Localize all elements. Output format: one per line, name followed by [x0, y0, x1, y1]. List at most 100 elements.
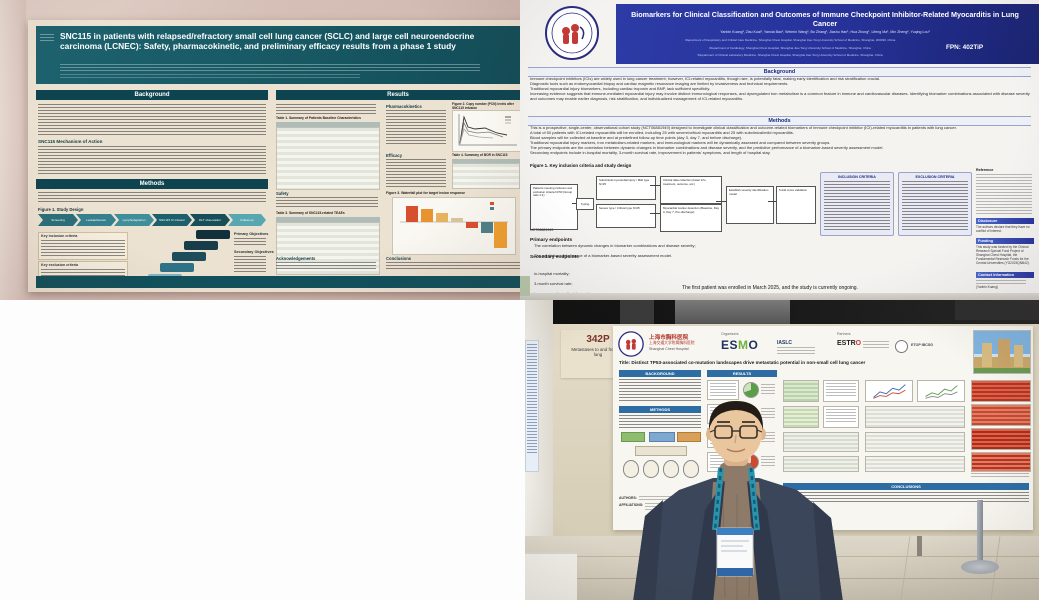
tp53-flow-box-2 [649, 432, 675, 442]
tp53-flow-box-1 [621, 432, 645, 442]
hospital-seal-small [618, 331, 644, 357]
red-heatmap-2 [971, 404, 1031, 426]
esmo-logo-es: ES [721, 338, 738, 352]
conclusions-heading: Conclusions [386, 256, 411, 261]
esmo-logo-o: O [749, 338, 759, 352]
snc115-methods-text [38, 192, 266, 204]
snc115-authors-lines [60, 64, 480, 72]
tr-mth-bullet: Traditional myocardial injury markers, i… [530, 140, 1031, 146]
myocarditis-authors: Yanbin Kuang¹, Zisu Kuai¹, Yanxia Bao¹, … [630, 30, 1020, 34]
flow-nct-label: NCT06881949 [530, 228, 553, 232]
efficacy-text [386, 159, 446, 187]
myocarditis-affil1: ¹Department of Respiratory and Critical … [640, 38, 940, 42]
dose-level-3 [172, 252, 206, 261]
pk-heading: Pharmacokinetics [386, 104, 422, 109]
dose-level-2 [160, 263, 194, 272]
primary-objectives-text [234, 238, 266, 246]
round-partner-logo [895, 340, 908, 353]
results-thumb-2-label [761, 408, 775, 418]
chevron-dlt: DLT observation [190, 214, 230, 226]
hospital-building-photo [973, 330, 1031, 374]
tp53-authors-label: AUTHORS: [619, 496, 637, 500]
figure3-caption: Figure 3. Waterfall plot for target lesi… [386, 191, 520, 195]
tr-disclosure-text: The authors declare that they have no co… [976, 225, 1032, 234]
chevron-leukapheresis: Leukapheresis [76, 214, 116, 226]
acknowledgements-heading: Acknowledgements [276, 256, 315, 261]
tr-methods-bullets: This is a prospective, single-center, ob… [530, 125, 1031, 155]
estro-logo-lines [863, 341, 889, 349]
tp53-cell-drawing-3 [663, 460, 679, 478]
results-pie-green [743, 382, 759, 398]
estro-logo-estr: ESTR [837, 340, 856, 347]
tp53-cell-drawing-2 [643, 460, 659, 478]
fpn-number: FPN: 402TiP [946, 44, 1026, 51]
stanchion-pole [977, 500, 983, 566]
estro-logo: ESTRO [837, 340, 861, 347]
photo-vignette-tr [520, 0, 1039, 300]
panel-lineplot-2 [917, 380, 965, 402]
esmo-logo: ESMO [721, 338, 758, 352]
tp53-affiliations-label: AFFILIATIONS: [619, 503, 643, 507]
hospital-name-cn2: 上海交通大学附属胸科医院 [649, 341, 713, 346]
snc115-background-header: Background [36, 90, 268, 100]
snc115-affil-lines [60, 74, 360, 80]
tr-contact-email [976, 280, 1026, 284]
flow-arrow-3 [650, 213, 660, 214]
tr-bg-bullet: Diagnostic tools such as endomyocardial … [530, 81, 1031, 87]
tr-bg-bullet: Increasing evidence suggests that immune… [530, 91, 1031, 102]
snc115-results-header: Results [276, 90, 520, 100]
iaslc-logo-text [777, 347, 815, 355]
tr-mth-bullet: This is a prospective, single-center, ob… [530, 125, 1031, 131]
safety-text [276, 197, 378, 209]
panel-table-1 [783, 432, 859, 452]
tr-inclusion-header: INCLUSION CRITERIA [821, 173, 893, 179]
tr-reference-text [976, 174, 1032, 214]
tp53-flow-box-3 [677, 432, 701, 442]
secondary-objectives-text [234, 256, 266, 272]
tr-bg-bullet: Traditional myocardial injury biomarkers… [530, 86, 1031, 92]
tr-inclusion-box: INCLUSION CRITERIA [820, 172, 894, 236]
tr-exclusion-box: EXCLUSION CRITERIA [898, 172, 972, 236]
tp53-conclusions-text [783, 492, 1029, 504]
flow-arrow-4 [716, 201, 726, 202]
inclusion-criteria-text [41, 240, 125, 257]
quadrant-presenter-photo: 342P Metastases to and from the lung 上海市… [525, 300, 1039, 600]
snc115-mechanism-heading: SNC115 Mechanism of Action [38, 139, 266, 144]
snc115-title: SNC115 in patients with relapsed/refract… [60, 31, 512, 51]
flow-arrow-2 [650, 185, 660, 186]
session-code: 342P [561, 334, 635, 345]
acknowledgements-text [276, 262, 376, 271]
flow-model-box: Establish severity identification model [726, 186, 774, 224]
red-heatmap-caption [971, 473, 1029, 479]
tr-contact-text: (Yanbin Kuang) [976, 285, 1032, 289]
flow-mild-box: Subclinical myocardial injury / Mild typ… [596, 176, 656, 200]
tp53-background-text [619, 379, 701, 403]
ceiling-structure-2 [620, 300, 654, 326]
panel-table-2 [783, 456, 859, 472]
panel-heatmap-green-1 [783, 380, 819, 402]
tr-background-header: Background [528, 67, 1031, 77]
etop-logo: ETOP IBCSG [911, 343, 933, 347]
conclusions-text [386, 262, 520, 271]
presenter [633, 401, 843, 600]
tr-secondary-heading: Secondary endpoints [530, 255, 579, 260]
panel-minitable-1 [865, 406, 965, 428]
snc115-mechanism-text [38, 146, 266, 176]
table4 [452, 159, 520, 189]
pk-line-chart [452, 110, 520, 152]
tr-exclusion-header: EXCLUSION CRITERIA [899, 173, 971, 179]
myocarditis-affil3: ³Department of Clinical Laboratory Medic… [640, 53, 940, 57]
tr-green-object [520, 276, 530, 296]
iaslc-logo: IASLC [777, 340, 792, 346]
safety-heading: Safety [276, 191, 289, 196]
side-table [525, 552, 577, 600]
esmo-logo-m: M [738, 338, 749, 352]
tr-mth-bullet: The primary endpoints are the correlatio… [530, 145, 1031, 151]
quadrant-cadonilimab-poster: Poster ID: 80P A phase Ib/II study of se… [0, 300, 525, 600]
panel-scatter-2 [823, 406, 859, 428]
dose-level-4 [184, 241, 218, 250]
tp53-background-header: BACKGROUND [619, 370, 701, 377]
results-thumb-1-label [761, 384, 775, 394]
snc115-methods-header: Methods [36, 179, 268, 189]
